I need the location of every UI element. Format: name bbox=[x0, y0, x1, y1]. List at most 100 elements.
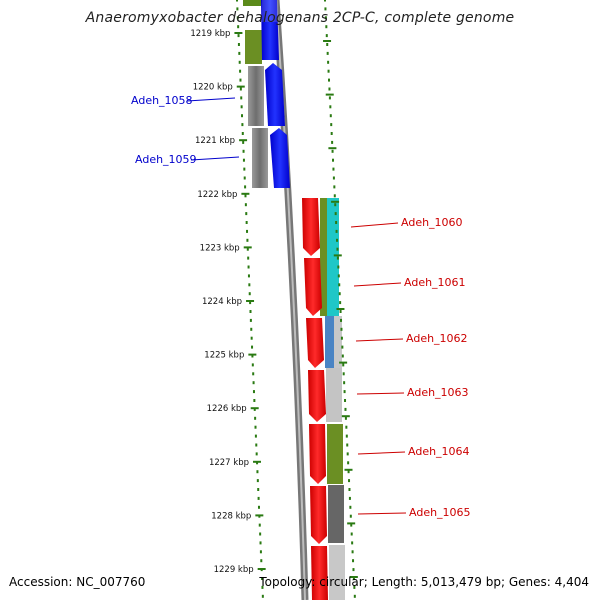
length-label: Length: bbox=[371, 575, 418, 589]
cog-bar-olive bbox=[327, 424, 343, 484]
track-dot bbox=[327, 60, 330, 64]
gene-arrow-adeh-1061 bbox=[304, 258, 322, 316]
track-dot bbox=[333, 185, 336, 189]
accession-info: Accession: NC_007760 bbox=[9, 575, 145, 589]
cog-bar-lightgray bbox=[326, 368, 342, 422]
track-dot bbox=[256, 470, 259, 474]
gene-label-adeh-1064[interactable]: Adeh_1064 bbox=[408, 445, 470, 458]
track-dot bbox=[245, 212, 248, 216]
gene-label-adeh-1061[interactable]: Adeh_1061 bbox=[404, 276, 466, 289]
track-dot bbox=[334, 203, 337, 207]
track-dot bbox=[330, 123, 333, 127]
track-dot bbox=[353, 594, 356, 598]
track-dot bbox=[340, 336, 343, 340]
gene-arrow-lower bbox=[311, 546, 328, 600]
track-dot bbox=[247, 256, 250, 260]
gene-arrow-upper bbox=[261, 0, 279, 60]
accession-label: Accession: bbox=[9, 575, 73, 589]
gene-label-adeh-1063[interactable]: Adeh_1063 bbox=[407, 386, 469, 399]
track-dot bbox=[260, 559, 263, 563]
topology-label: Topology: bbox=[259, 575, 316, 589]
track-dot bbox=[261, 577, 264, 580]
track-dot bbox=[352, 577, 355, 580]
track-dot bbox=[350, 532, 353, 536]
gene-label-adeh-1065[interactable]: Adeh_1065 bbox=[409, 506, 471, 519]
track-dot bbox=[252, 381, 255, 385]
cog-bar-gray bbox=[248, 66, 264, 126]
track-dot bbox=[339, 301, 342, 305]
gene-label-adeh-1058[interactable]: Adeh_1058 bbox=[131, 94, 193, 107]
track-dot bbox=[347, 461, 350, 465]
track-dot bbox=[257, 505, 260, 509]
track-dot bbox=[237, 43, 240, 46]
leader-line-adeh-1061 bbox=[353, 282, 402, 287]
track-dot bbox=[246, 247, 249, 251]
track-dot bbox=[261, 594, 264, 598]
track-dot bbox=[256, 479, 259, 483]
track-dot bbox=[242, 158, 245, 162]
track-dot bbox=[249, 310, 252, 313]
track-dot bbox=[241, 123, 244, 127]
track-dot bbox=[244, 185, 247, 189]
cog-bar-gray bbox=[252, 128, 268, 188]
gene-arrow-adeh-1065 bbox=[310, 486, 327, 544]
track-dot bbox=[330, 132, 333, 135]
cog-bar-olive bbox=[243, 0, 261, 6]
scale-tick-label: 1228 kbp bbox=[211, 511, 251, 521]
track-dot bbox=[324, 16, 327, 20]
gene-arrow-adeh-1064 bbox=[309, 424, 326, 484]
right-dotted-track bbox=[323, 0, 358, 598]
scale-ticks: 1219 kbp 1220 kbp 1221 kbp 1222 kbp 1223 kbp… bbox=[190, 29, 266, 575]
leader-line-adeh-1064 bbox=[357, 451, 406, 455]
cog-bar-gray bbox=[328, 485, 344, 543]
scale-tick-label: 1225 kbp bbox=[204, 351, 244, 361]
track-dot bbox=[325, 34, 328, 38]
track-dot bbox=[353, 585, 356, 589]
track-dot bbox=[344, 399, 347, 402]
track-dot bbox=[342, 363, 345, 367]
track-dot bbox=[252, 372, 255, 376]
cog-bar-steelblue bbox=[325, 316, 335, 368]
track-dot bbox=[344, 407, 347, 411]
gene-label-adeh-1062[interactable]: Adeh_1062 bbox=[406, 332, 468, 345]
track-dot bbox=[324, 7, 327, 11]
scale-tick-label: 1227 kbp bbox=[209, 458, 249, 468]
track-dot bbox=[341, 345, 344, 349]
track-dot bbox=[351, 550, 354, 554]
track-dot bbox=[350, 523, 353, 527]
scale-tick-label: 1221 kbp bbox=[195, 136, 235, 146]
track-dot bbox=[332, 158, 335, 162]
track-dot bbox=[236, 7, 239, 11]
track-dot bbox=[326, 43, 329, 46]
gene-label-adeh-1059[interactable]: Adeh_1059 bbox=[135, 153, 197, 166]
track-dot bbox=[251, 345, 254, 349]
track-dot bbox=[237, 25, 240, 29]
track-dot bbox=[328, 78, 331, 82]
track-dot bbox=[346, 443, 349, 447]
track-dot bbox=[328, 96, 331, 100]
accession-value: NC_007760 bbox=[76, 575, 146, 589]
track-dot bbox=[242, 149, 245, 153]
track-dot bbox=[258, 523, 261, 527]
leader-line-adeh-1058 bbox=[186, 97, 236, 102]
track-dot bbox=[349, 514, 352, 518]
track-dot bbox=[246, 229, 249, 233]
track-dot bbox=[259, 541, 262, 545]
track-dot bbox=[336, 247, 339, 251]
track-dot bbox=[331, 140, 334, 144]
gene-label-adeh-1060[interactable]: Adeh_1060 bbox=[401, 216, 463, 229]
track-dot bbox=[335, 229, 338, 233]
topology-value: circular bbox=[319, 575, 364, 589]
track-dot bbox=[348, 496, 351, 500]
track-dot bbox=[240, 96, 243, 100]
leader-line-adeh-1062 bbox=[355, 338, 404, 342]
track-dot bbox=[245, 221, 248, 224]
track-dot bbox=[341, 354, 344, 358]
track-dot bbox=[257, 488, 260, 491]
track-dot bbox=[340, 327, 343, 331]
cog-bar-lightgray bbox=[329, 545, 345, 600]
track-dot bbox=[335, 221, 338, 224]
track-dot bbox=[248, 283, 251, 287]
track-dot bbox=[345, 425, 348, 429]
